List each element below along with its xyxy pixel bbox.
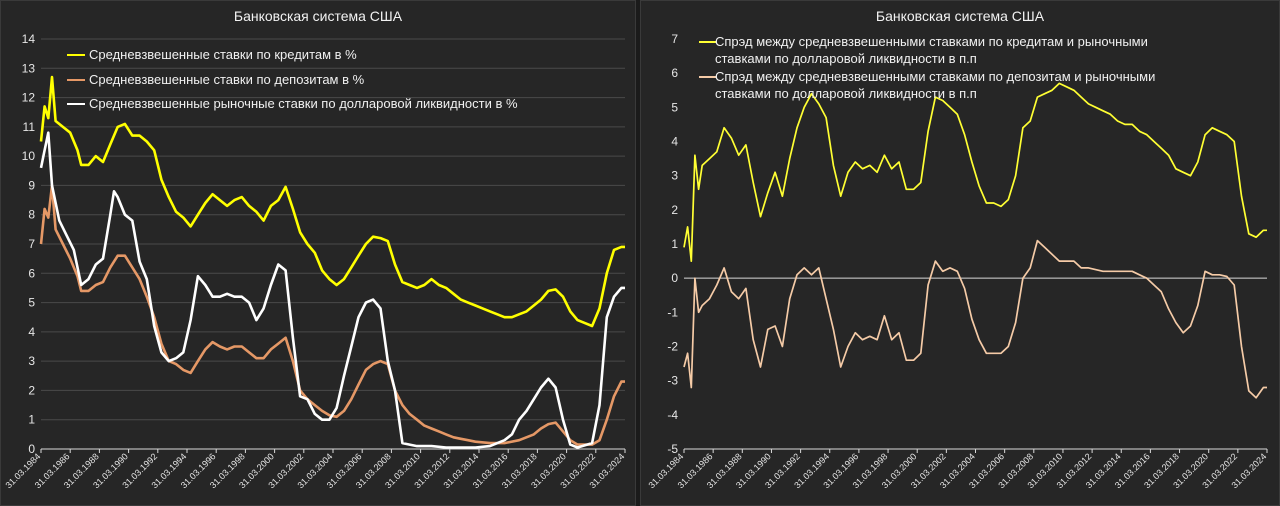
y-tick-label: -3 — [667, 374, 678, 388]
y-tick-label: 3 — [28, 354, 35, 368]
y-tick-label: 10 — [22, 149, 36, 163]
left-chart-panel: Банковская система США 0 1 2 3 4 5 6 7 8 9 10 11 12 13… — [0, 0, 636, 506]
y-tick-label: 3 — [671, 169, 678, 183]
chart-title: Банковская система США — [876, 8, 1045, 24]
series-line-1 — [683, 239, 1267, 399]
series-line-0 — [39, 75, 625, 328]
legend-label-0: Спрэд между средневзвешенными ставками п… — [715, 34, 1148, 49]
y-tick-label: -5 — [667, 442, 678, 456]
y-tick-label: 2 — [671, 203, 678, 217]
y-tick-label: 4 — [671, 135, 678, 149]
y-tick-label: 2 — [28, 383, 35, 397]
legend-label-0: ставками по долларовой ликвидности в п.п — [715, 51, 977, 66]
y-tick-label: 12 — [22, 91, 36, 105]
y-tick-label: 7 — [28, 237, 35, 251]
y-tick-label: 5 — [28, 296, 35, 310]
y-tick-label: 0 — [28, 442, 35, 456]
legend-label-1: Спрэд между средневзвешенными ставками п… — [715, 69, 1155, 84]
y-tick-label: -2 — [667, 340, 678, 354]
y-tick-label: 9 — [28, 178, 35, 192]
y-tick-label: 4 — [28, 325, 35, 339]
y-tick-label: 5 — [671, 100, 678, 114]
right-chart-panel: Банковская система США -5 -4 -3 -2 -1 0 1 2 3 4 5 6 7… — [640, 0, 1280, 506]
left-chart: Банковская система США012345678910111213… — [3, 8, 626, 490]
y-tick-label: 1 — [28, 413, 35, 427]
series-line-1 — [39, 184, 625, 446]
chart-title: Банковская система США — [234, 8, 403, 24]
y-tick-label: 14 — [22, 32, 36, 46]
y-tick-label: -4 — [667, 408, 678, 422]
y-tick-label: 11 — [23, 120, 36, 134]
y-tick-label: 7 — [671, 32, 678, 46]
y-tick-label: -1 — [667, 305, 678, 319]
y-tick-label: 0 — [671, 271, 678, 285]
y-tick-label: 6 — [671, 66, 678, 80]
y-tick-label: 1 — [671, 237, 678, 251]
legend-label-1: Средневзвешенные ставки по депозитам в % — [89, 72, 365, 87]
series-line-0 — [683, 82, 1267, 262]
y-tick-label: 8 — [28, 208, 35, 222]
series-line-2 — [39, 131, 625, 449]
legend-label-0: Средневзвешенные ставки по кредитам в % — [89, 47, 357, 62]
legend-label-1: ставками по долларовой ликвидности в п.п — [715, 86, 977, 101]
y-tick-label: 13 — [22, 61, 36, 75]
y-tick-label: 6 — [28, 266, 35, 280]
right-chart: Банковская система США -5 -4 -3 -2 -1 0 1 2 3 4 5 6 7… — [646, 8, 1268, 490]
legend-label-2: Средневзвешенные рыночные ставки по долл… — [89, 96, 518, 111]
